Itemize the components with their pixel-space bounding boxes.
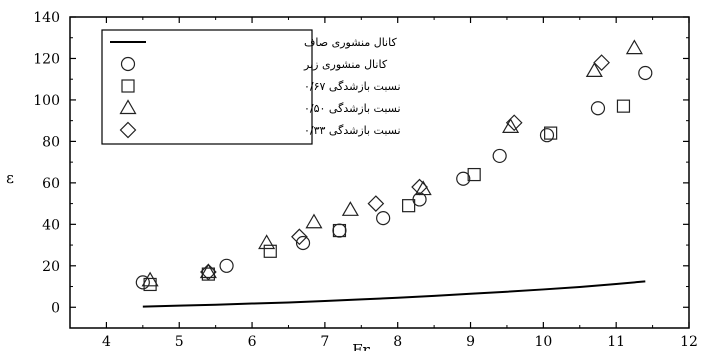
diamond-point <box>200 263 217 281</box>
y-tick-label: 80 <box>42 134 60 150</box>
x-tick-label: 10 <box>534 334 552 350</box>
y-tick-label: 0 <box>51 300 60 316</box>
square-point <box>332 223 347 238</box>
circle-point <box>295 235 311 251</box>
x-tick-label: 12 <box>680 334 698 350</box>
circle-point <box>456 171 471 186</box>
x-tick-label: 11 <box>607 334 625 350</box>
y-tick-label: 100 <box>33 93 60 109</box>
square-point <box>143 277 157 292</box>
legend-item: نسبت بازشدگی ۰/۵۰ <box>119 99 401 115</box>
series-square <box>143 99 631 292</box>
circle-point <box>219 258 234 273</box>
series-triangle <box>141 39 643 287</box>
plot-frame <box>69 16 690 329</box>
triangle-point <box>141 271 159 287</box>
diamond-point <box>411 178 428 196</box>
triangle-point <box>341 201 359 216</box>
legend-label: کانال منشوری صاف <box>304 36 397 49</box>
square-point <box>467 167 481 182</box>
square-point <box>402 199 416 213</box>
square-point <box>544 126 558 140</box>
triangle-point <box>258 234 276 250</box>
circle-point <box>376 211 391 226</box>
plot-border <box>69 16 690 329</box>
triangle-point <box>502 118 520 133</box>
diamond-point <box>593 54 610 71</box>
legend-item: کانال منشوری صاف <box>110 36 397 49</box>
diamond-point <box>505 114 523 132</box>
legend-item: نسبت بازشدگی ۰/۶۷ <box>121 79 401 93</box>
legend-triangle-symbol <box>119 99 137 115</box>
triangle-point <box>305 213 323 229</box>
legend-circle-symbol <box>120 56 136 72</box>
legend: کانال منشوری صاف کانال منشوری زبر نسبت باز… <box>101 29 401 145</box>
y-tick-label: 140 <box>33 10 60 26</box>
circle-point <box>492 148 507 164</box>
x-tick-label: 6 <box>248 334 257 350</box>
x-tick-label: 5 <box>175 334 184 350</box>
legend-label: نسبت بازشدگی ۰/۵۰ <box>304 102 401 115</box>
triangle-point <box>199 263 217 279</box>
y-tick-label: 40 <box>42 217 60 233</box>
square-point <box>201 267 215 281</box>
x-tick-label: 8 <box>393 334 402 350</box>
legend-diamond-symbol <box>119 121 137 139</box>
x-axis-title: Fr <box>352 341 370 351</box>
x-tick-label: 4 <box>102 334 111 350</box>
diamond-point <box>291 228 308 246</box>
data-layer <box>135 39 653 308</box>
x-tick-label: 7 <box>320 334 329 350</box>
series-line <box>142 280 646 308</box>
diamond-point <box>367 195 385 212</box>
legend-label: نسبت بازشدگی ۰/۳۳ <box>304 124 401 137</box>
circle-point <box>332 223 347 238</box>
y-tick-label: 60 <box>42 176 60 192</box>
circle-point <box>590 101 606 116</box>
triangle-point <box>414 180 432 196</box>
square-point <box>616 99 631 113</box>
legend-box <box>101 29 313 145</box>
legend-label: کانال منشوری زبر <box>303 58 388 71</box>
series-diamond <box>200 54 610 281</box>
series-line <box>142 280 646 308</box>
circle-point <box>539 128 555 143</box>
y-tick-label: 20 <box>42 259 60 275</box>
circle-point <box>135 275 150 290</box>
legend-square-symbol <box>121 79 135 93</box>
circle-point <box>638 65 653 81</box>
triangle-point <box>625 39 643 55</box>
legend-item: کانال منشوری زبر <box>120 56 388 72</box>
y-axis-title: ε <box>6 169 14 187</box>
triangle-point <box>585 62 603 78</box>
legend-item: نسبت بازشدگی ۰/۳۳ <box>119 121 401 139</box>
legend-label: نسبت بازشدگی ۰/۶۷ <box>304 80 401 93</box>
y-tick-label: 120 <box>33 51 60 67</box>
x-tick-label: 9 <box>466 334 475 350</box>
square-point <box>263 244 277 258</box>
